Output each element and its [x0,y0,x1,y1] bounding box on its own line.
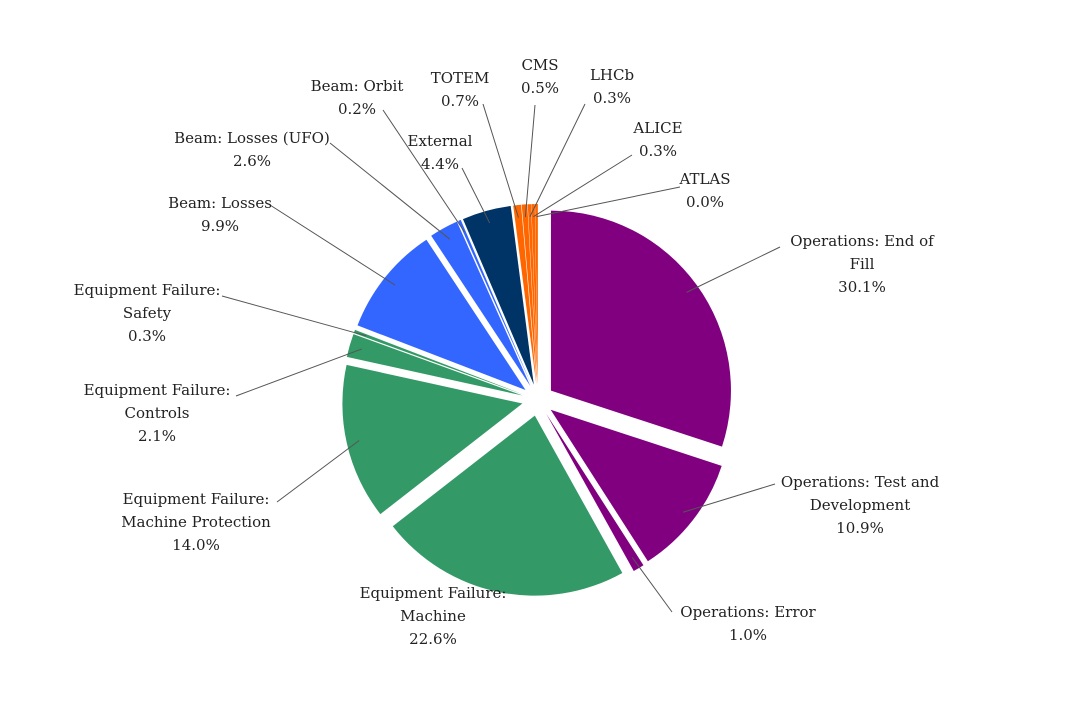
pie-slice-totem [513,204,537,385]
leader-line-beam-orbit [382,109,465,233]
pie-slice-beam-losses [357,239,526,390]
slice-name-label: ALICE [632,119,682,137]
slice-name-label: Equipment Failure: [360,584,507,602]
pie-slice-equipment-failure-safety [353,329,524,395]
slice-name-label: ATLAS [678,170,730,188]
leader-line-equipment-failure-machine-protection [276,440,360,503]
leader-line-operations-test-and-development [682,483,776,513]
pie-slice-equipment-failure-controls [346,334,523,396]
pie-slice-equipment-failure-machine-protection [342,364,523,515]
slice-label-beam-losses: Beam: Losses 9.9% [168,194,272,235]
pie-slices [342,204,731,596]
slice-name-label: Development [810,496,910,514]
leader-line-totem [482,103,519,218]
slice-value-label: 0.7% [441,92,479,110]
slice-value-label: 0.2% [338,100,376,118]
slice-name-label: Operations: End of [790,232,935,250]
slice-name-label: Beam: Losses [168,194,272,212]
slice-name-label: LHCb [590,66,634,84]
slice-name-label: Beam: Losses (UFO) [174,129,330,147]
slice-name-label: Controls [125,404,190,422]
leader-line-equipment-failure-controls [235,348,363,397]
slice-value-label: 1.0% [729,626,767,644]
slice-label-equipment-failure-safety: Equipment Failure: Safety 0.3% [74,281,221,345]
slice-name-label: External [408,132,473,150]
leader-line-external [461,167,491,224]
leader-line-beam-losses [269,204,396,286]
slice-value-label: 10.9% [836,519,884,537]
pie-slice-alice [531,204,538,385]
pie-slice-cms [521,204,537,385]
slice-name-label: Beam: Orbit [311,77,404,95]
slice-value-label: 30.1% [838,278,886,296]
slice-name-label: Equipment Failure: [74,281,221,299]
slice-label-beam-losses-ufo: Beam: Losses (UFO) 2.6% [174,129,330,170]
slice-name-label: Machine Protection [121,513,271,531]
slice-value-label: 2.6% [233,152,271,170]
slice-name-label: CMS [521,56,558,74]
slice-value-label: 2.1% [138,427,176,445]
slice-label-equipment-failure-controls: Equipment Failure: Controls 2.1% [84,381,231,445]
slice-label-lhcb: LHCb 0.3% [590,66,634,107]
pie-slice-operations-end-of-fill [550,210,731,447]
slice-value-label: 0.3% [593,89,631,107]
slice-label-beam-orbit: Beam: Orbit 0.2% [311,77,404,118]
leader-lines [221,103,781,613]
leader-line-cms [524,104,536,218]
leader-line-lhcb [529,103,586,217]
slice-name-label: Safety [123,304,172,322]
slice-name-label: Equipment Failure: [123,490,270,508]
pie-slice-beam-orbit [458,219,532,386]
slice-labels: Operations: End of Fill 30.1% Operations: T… [74,56,940,648]
slice-value-label: 0.3% [639,142,677,160]
slice-name-label: Operations: Error [680,603,816,621]
slice-value-label: 0.5% [521,79,559,97]
slice-name-label: Machine [400,607,466,625]
leader-line-equipment-failure-safety [221,295,367,337]
slice-name-label: Equipment Failure: [84,381,231,399]
slice-label-alice: ALICE 0.3% [632,119,682,160]
slice-value-label: 0.0% [686,193,724,211]
slice-label-operations-end-of-fill: Operations: End of Fill 30.1% [790,232,935,296]
slice-label-external: External 4.4% [408,132,473,173]
pie-slice-operations-test-and-development [550,409,722,562]
pie-slice-beam-losses-ufo [431,221,531,386]
slice-label-totem: TOTEM 0.7% [431,69,490,110]
leader-line-operations-end-of-fill [686,246,781,293]
slice-value-label: 0.3% [128,327,166,345]
pie-slice-operations-error [546,413,644,572]
pie-slice-equipment-failure-machine [392,415,623,596]
leader-line-beam-losses-ufo [329,142,451,240]
slice-value-label: 22.6% [409,630,457,648]
slice-label-operations-test-and-development: Operations: Test and Development 10.9% [781,473,940,537]
slice-label-operations-error: Operations: Error 1.0% [680,603,816,644]
slice-label-equipment-failure-machine: Equipment Failure: Machine 22.6% [360,584,507,648]
leader-line-alice [533,154,633,218]
slice-value-label: 9.9% [201,217,239,235]
slice-label-cms: CMS 0.5% [521,56,559,97]
leader-line-operations-error [631,557,673,613]
slice-name-label: Operations: Test and [781,473,940,491]
leader-line-atlas [536,186,681,218]
pie-slice-external [462,206,534,385]
pie-slice-lhcb [527,204,538,385]
slice-label-equipment-failure-machine-protection: Equipment Failure: Machine Protection 14.0… [121,490,271,554]
slice-value-label: 14.0% [172,536,220,554]
slice-name-label: Fill [850,255,875,273]
pie-slice-atlas [535,204,538,385]
slice-value-label: 4.4% [421,155,459,173]
slice-label-atlas: ATLAS 0.0% [678,170,730,211]
slice-name-label: TOTEM [431,69,490,87]
